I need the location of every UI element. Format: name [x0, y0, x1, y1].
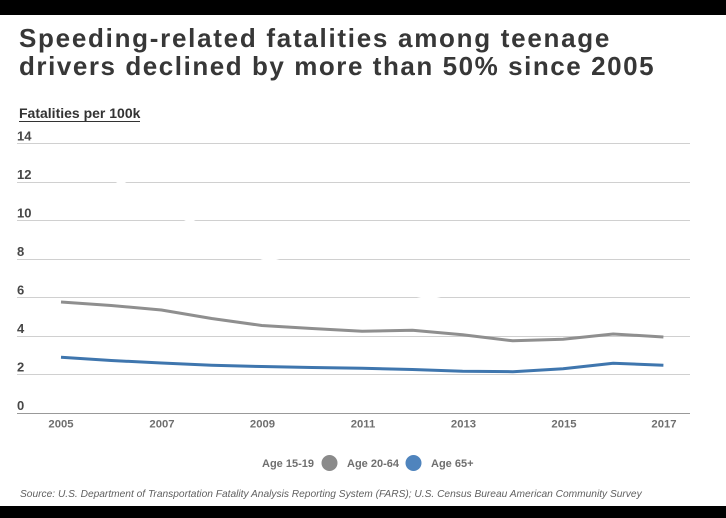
svg-text:14: 14: [17, 129, 32, 144]
svg-text:12: 12: [17, 167, 31, 182]
svg-text:0: 0: [17, 398, 24, 413]
svg-text:Age 20-64: Age 20-64: [347, 458, 400, 470]
svg-text:6: 6: [17, 283, 24, 298]
svg-text:2005: 2005: [48, 419, 73, 431]
svg-text:4: 4: [17, 321, 25, 336]
svg-text:2009: 2009: [250, 419, 275, 431]
svg-text:Source: U.S. Department of Tra: Source: U.S. Department of Transportatio…: [20, 489, 643, 500]
svg-text:2013: 2013: [451, 419, 476, 431]
svg-text:2015: 2015: [551, 419, 576, 431]
svg-text:2007: 2007: [149, 419, 174, 431]
svg-text:Age 15-19: Age 15-19: [262, 458, 314, 470]
svg-text:8: 8: [17, 244, 24, 259]
svg-text:10: 10: [17, 206, 31, 221]
svg-text:2: 2: [17, 360, 24, 375]
svg-text:Age 65+: Age 65+: [431, 458, 474, 470]
svg-text:2011: 2011: [351, 419, 376, 431]
svg-text:2017: 2017: [651, 419, 676, 431]
